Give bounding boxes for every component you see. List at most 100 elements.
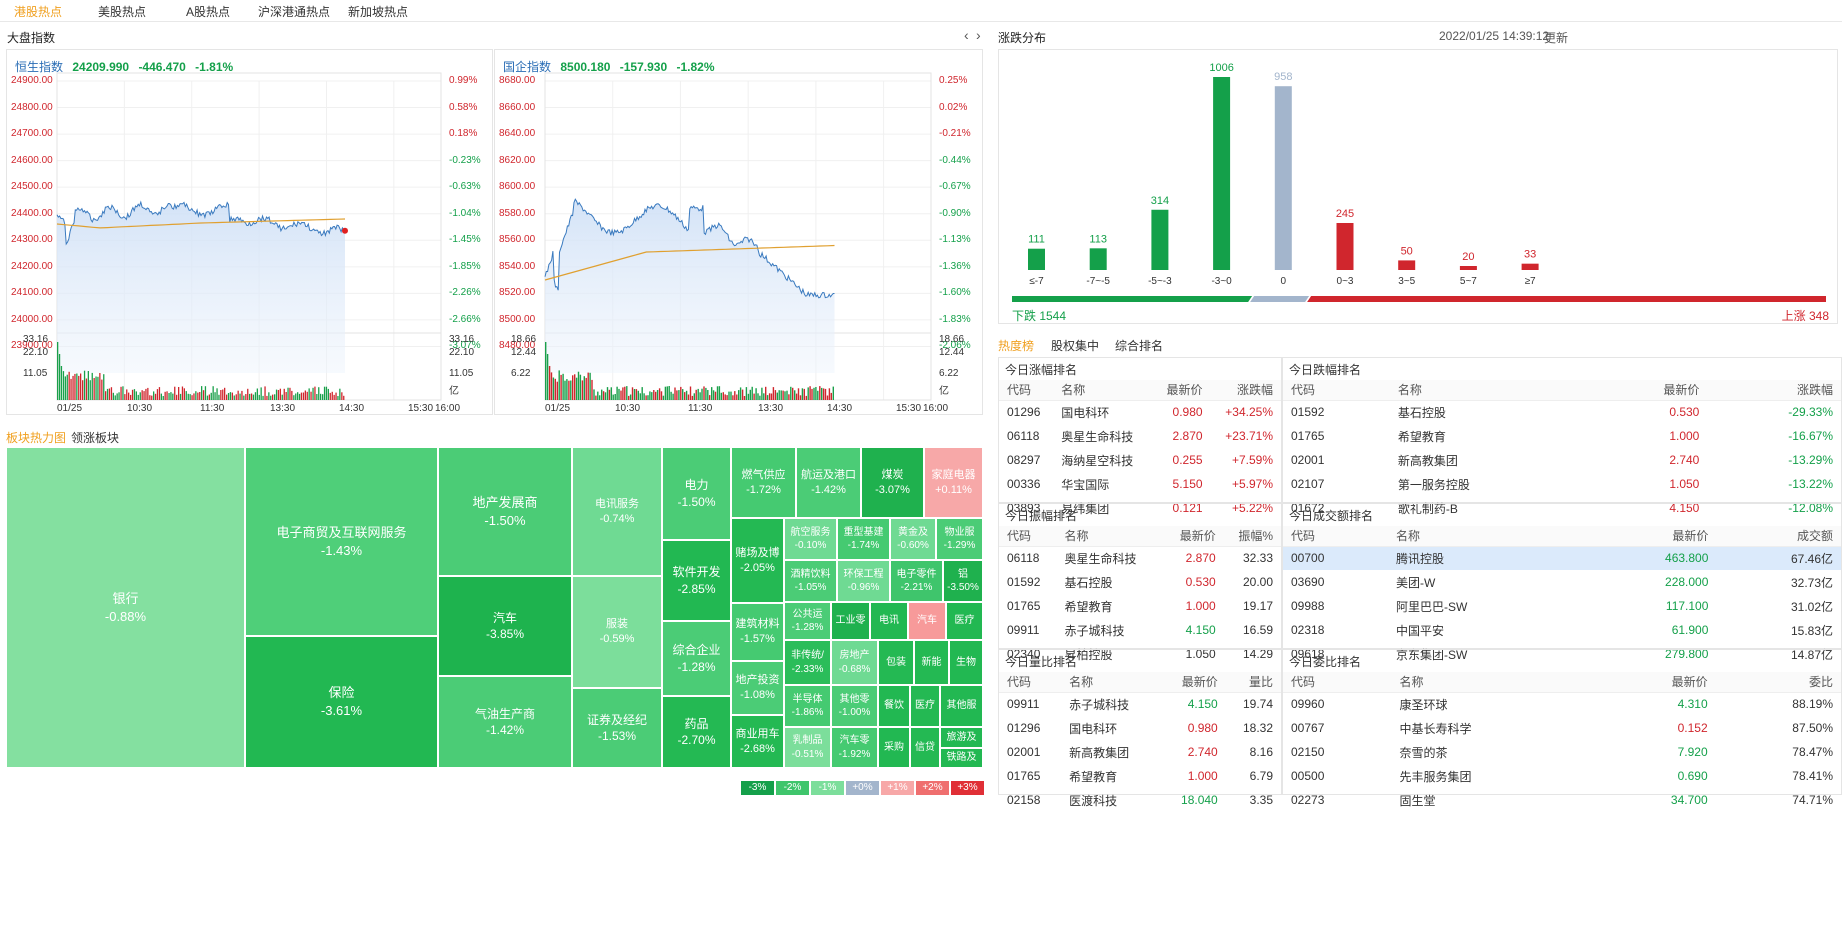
column-header[interactable]: 涨跌幅 bbox=[1707, 380, 1841, 401]
sector-tile[interactable]: 气油生产商 -1.42% bbox=[438, 676, 572, 768]
table-row[interactable]: 09911 赤子城科技 4.150 16.59 bbox=[999, 618, 1281, 642]
sector-tile[interactable]: 半导体 -1.86% bbox=[784, 685, 831, 727]
sector-tile[interactable]: 汽车零 -1.92% bbox=[831, 727, 878, 768]
sector-tile[interactable]: 燃气供应 -1.72% bbox=[731, 447, 796, 518]
tab-connect-hot[interactable]: 沪深港通热点 bbox=[258, 5, 331, 19]
sector-tile[interactable]: 采购 bbox=[878, 727, 910, 768]
sector-tile[interactable]: 非传统/ -2.33% bbox=[784, 640, 831, 685]
sector-tile[interactable]: 证券及经纪 -1.53% bbox=[572, 688, 662, 768]
sector-tile[interactable]: 煤炭 -3.07% bbox=[861, 447, 924, 518]
sector-tile[interactable]: 赌场及博 -2.05% bbox=[731, 518, 784, 603]
sector-tile[interactable]: 电讯 bbox=[870, 602, 908, 640]
sector-tile[interactable]: 重型基建 -1.74% bbox=[837, 518, 890, 560]
sector-tile[interactable]: 铁路及 bbox=[940, 748, 983, 768]
column-header[interactable]: 最新价 bbox=[1164, 526, 1224, 547]
table-row[interactable]: 02340 昇柏控股 1.050 14.29 bbox=[999, 642, 1281, 666]
sector-tile[interactable]: 药品 -2.70% bbox=[662, 696, 731, 768]
column-header[interactable]: 名称 bbox=[1389, 672, 1601, 693]
column-header[interactable]: 代码 bbox=[999, 526, 1055, 547]
sector-tile[interactable]: 生物 bbox=[949, 640, 983, 685]
sector-tile[interactable]: 物业服 -1.29% bbox=[936, 518, 983, 560]
table-row[interactable]: 02150 奈雪的茶 7.920 78.47% bbox=[1283, 740, 1841, 764]
sector-tile[interactable]: 其他零 -1.00% bbox=[831, 685, 878, 727]
tab-hk-hot[interactable]: 港股热点 bbox=[14, 5, 63, 19]
table-row[interactable]: 02107 第一服务控股 1.050 -13.22% bbox=[1283, 472, 1841, 496]
column-header[interactable]: 量比 bbox=[1225, 672, 1281, 693]
sector-tile[interactable]: 乳制品 -0.51% bbox=[784, 727, 831, 768]
column-header[interactable]: 名称 bbox=[1386, 526, 1589, 547]
sector-tile[interactable]: 综合企业 -1.28% bbox=[662, 621, 731, 696]
table-row[interactable]: 08297 海纳星空科技 0.255 +7.59% bbox=[999, 448, 1281, 472]
column-header[interactable]: 名称 bbox=[1059, 672, 1161, 693]
sector-tile[interactable]: 环保工程 -0.96% bbox=[837, 560, 890, 602]
table-row[interactable]: 01296 国电科环 0.980 18.32 bbox=[999, 716, 1281, 740]
table-row[interactable]: 01765 希望教育 1.000 19.17 bbox=[999, 594, 1281, 618]
table-row[interactable]: 02158 医渡科技 18.040 3.35 bbox=[999, 788, 1281, 812]
column-header[interactable]: 代码 bbox=[1283, 526, 1386, 547]
table-row[interactable]: 03690 美团-W 228.000 32.73亿 bbox=[1283, 570, 1841, 594]
hscei-intraday-chart[interactable] bbox=[495, 50, 984, 416]
table-row[interactable]: 00767 中基长寿科学 0.152 87.50% bbox=[1283, 716, 1841, 740]
column-header[interactable]: 振幅% bbox=[1223, 526, 1281, 547]
table-row[interactable]: 01672 歌礼制药-B 4.150 -12.08% bbox=[1283, 496, 1841, 520]
sector-tile[interactable]: 酒精饮料 -1.05% bbox=[784, 560, 837, 602]
table-row[interactable]: 02318 中国平安 61.900 15.83亿 bbox=[1283, 618, 1841, 642]
table-row[interactable]: 01765 希望教育 1.000 6.79 bbox=[999, 764, 1281, 788]
table-row[interactable]: 06118 奥星生命科技 2.870 +23.71% bbox=[999, 424, 1281, 448]
sector-tile[interactable]: 航运及港口 -1.42% bbox=[796, 447, 861, 518]
table-row[interactable]: 00500 先丰服务集团 0.690 78.41% bbox=[1283, 764, 1841, 788]
tab-sg-hot[interactable]: 新加坡热点 bbox=[348, 5, 409, 19]
table-row[interactable]: 01296 国电科环 0.980 +34.25% bbox=[999, 400, 1281, 424]
sector-tile[interactable]: 包装 bbox=[878, 640, 914, 685]
table-row[interactable]: 09618 京东集团-SW 279.800 14.87亿 bbox=[1283, 642, 1841, 666]
table-row[interactable]: 01765 希望教育 1.000 -16.67% bbox=[1283, 424, 1841, 448]
column-header[interactable]: 最新价 bbox=[1588, 526, 1717, 547]
tab-composite-rank[interactable]: 综合排名 bbox=[1115, 339, 1164, 353]
sector-tile[interactable]: 商业用车 -2.68% bbox=[731, 715, 784, 768]
table-row[interactable]: 00336 华宝国际 5.150 +5.97% bbox=[999, 472, 1281, 496]
sector-tile[interactable]: 保险 -3.61% bbox=[245, 636, 438, 768]
table-row[interactable]: 06118 奥星生命科技 2.870 32.33 bbox=[999, 546, 1281, 570]
sector-tile[interactable]: 公共运 -1.28% bbox=[784, 602, 831, 640]
table-row[interactable]: 03893 易纬集团 0.121 +5.22% bbox=[999, 496, 1281, 520]
table-row[interactable]: 02273 固生堂 34.700 74.71% bbox=[1283, 788, 1841, 812]
sector-tile[interactable]: 家庭电器 +0.11% bbox=[924, 447, 983, 518]
sector-tile[interactable]: 电力 -1.50% bbox=[662, 447, 731, 540]
column-header[interactable]: 最新价 bbox=[1595, 380, 1708, 401]
tab-hot-list[interactable]: 热度榜 bbox=[998, 339, 1035, 353]
sector-tile[interactable]: 汽车 bbox=[908, 602, 946, 640]
table-row[interactable]: 02001 新高教集团 2.740 8.16 bbox=[999, 740, 1281, 764]
hsi-name[interactable]: 恒生指数 bbox=[15, 60, 64, 74]
sector-tile[interactable]: 银行 -0.88% bbox=[6, 447, 245, 768]
tab-us-hot[interactable]: 美股热点 bbox=[98, 5, 147, 19]
sector-tile[interactable]: 旅游及 bbox=[940, 727, 983, 748]
tab-leading-sectors[interactable]: 领涨板块 bbox=[71, 431, 120, 445]
column-header[interactable]: 成交额 bbox=[1716, 526, 1841, 547]
column-header[interactable]: 名称 bbox=[1387, 380, 1596, 401]
table-row[interactable]: 01592 基石控股 0.530 -29.33% bbox=[1283, 400, 1841, 424]
column-header[interactable]: 最新价 bbox=[1160, 672, 1226, 693]
next-arrow-icon[interactable]: › bbox=[976, 27, 981, 43]
table-row[interactable]: 09911 赤子城科技 4.150 19.74 bbox=[999, 692, 1281, 716]
column-header[interactable]: 代码 bbox=[1283, 672, 1390, 693]
column-header[interactable]: 代码 bbox=[999, 672, 1060, 693]
sector-tile[interactable]: 工业零 bbox=[831, 602, 870, 640]
table-row[interactable]: 01592 基石控股 0.530 20.00 bbox=[999, 570, 1281, 594]
tab-a-hot[interactable]: A股热点 bbox=[186, 5, 231, 19]
sector-tile[interactable]: 电子零件 -2.21% bbox=[890, 560, 943, 602]
sector-tile[interactable]: 铝 -3.50% bbox=[943, 560, 983, 602]
column-header[interactable]: 代码 bbox=[1283, 380, 1388, 401]
sector-tile[interactable]: 建筑材料 -1.57% bbox=[731, 603, 784, 661]
column-header[interactable]: 涨跌幅 bbox=[1210, 380, 1281, 401]
hscei-name[interactable]: 国企指数 bbox=[503, 60, 552, 74]
sector-tile[interactable]: 地产发展商 -1.50% bbox=[438, 447, 572, 576]
column-header[interactable]: 名称 bbox=[1051, 380, 1155, 401]
tab-sector-heatmap[interactable]: 板块热力图 bbox=[6, 431, 67, 445]
tab-equity-concentration[interactable]: 股权集中 bbox=[1051, 339, 1100, 353]
table-row[interactable]: 02001 新高教集团 2.740 -13.29% bbox=[1283, 448, 1841, 472]
hsi-intraday-chart[interactable] bbox=[7, 50, 494, 416]
sector-tile[interactable]: 医疗 bbox=[946, 602, 983, 640]
table-row[interactable]: 09960 康圣环球 4.310 88.19% bbox=[1283, 692, 1841, 716]
column-header[interactable]: 最新价 bbox=[1154, 380, 1211, 401]
sector-tile[interactable]: 信贷 bbox=[910, 727, 940, 768]
